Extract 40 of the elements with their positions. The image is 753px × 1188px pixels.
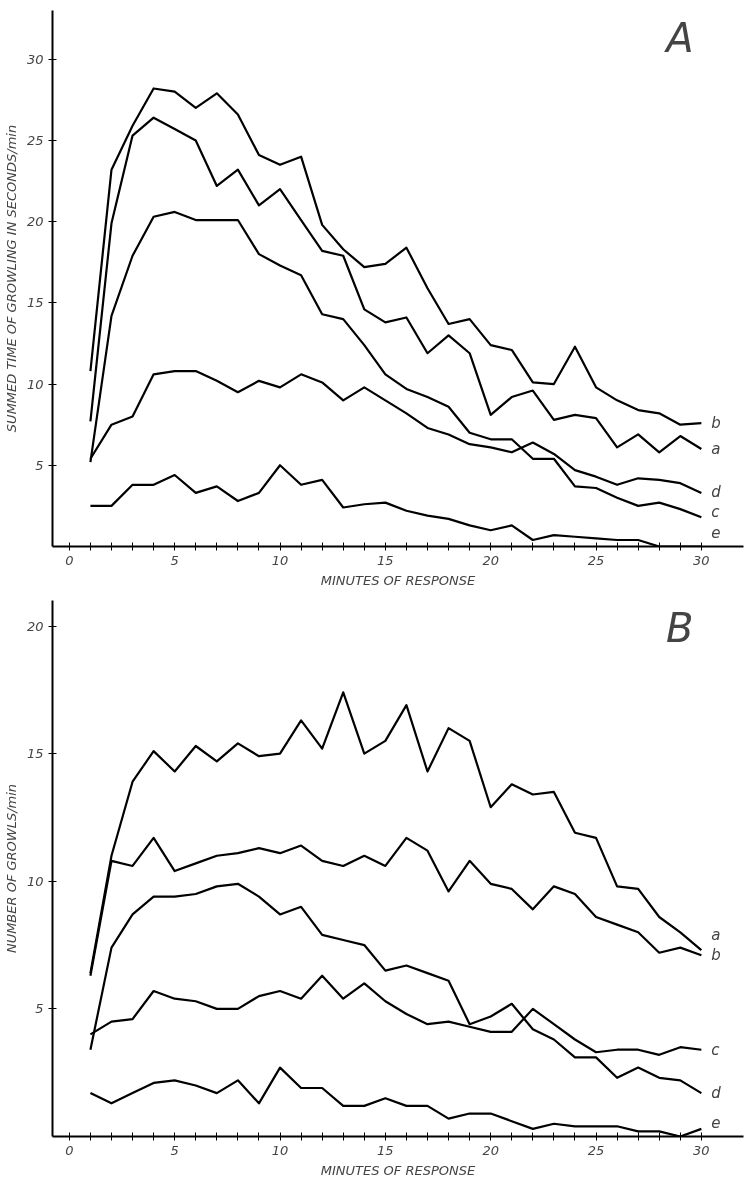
x-tick-label: 30 <box>693 1142 710 1158</box>
x-tick-label: 15 <box>377 552 394 568</box>
series-label: e <box>711 1114 721 1133</box>
series-label: b <box>711 414 721 433</box>
x-tick-label: 25 <box>587 552 605 568</box>
x-tick-label: 20 <box>482 1142 499 1158</box>
x-tick-label: 15 <box>377 1142 394 1158</box>
x-tick-label: 5 <box>170 552 179 568</box>
y-tick-label: 10 <box>26 376 44 392</box>
x-tick-label: 25 <box>587 1142 605 1158</box>
y-tick-label: 30 <box>26 51 44 67</box>
series-label: c <box>711 1040 721 1059</box>
x-tick-label: 5 <box>170 1142 179 1158</box>
x-tick-label: 20 <box>482 552 499 568</box>
x-tick-label: 30 <box>693 552 710 568</box>
chart-title: A <box>663 14 694 61</box>
series-label: a <box>711 926 721 945</box>
x-axis-title: MINUTES OF RESPONSE <box>320 1162 476 1178</box>
y-tick-label: 5 <box>35 1001 44 1017</box>
x-tick-label: 0 <box>65 552 74 568</box>
series-label: d <box>711 482 722 501</box>
x-axis-title: MINUTES OF RESPONSE <box>320 572 476 588</box>
y-tick-label: 5 <box>35 457 44 473</box>
y-tick-label: 10 <box>26 873 44 889</box>
x-tick-label: 10 <box>271 552 289 568</box>
x-tick-label: 0 <box>65 1142 74 1158</box>
series-label: e <box>711 524 721 543</box>
y-tick-label: 25 <box>26 132 44 148</box>
y-axis-title: NUMBER OF GROWLS/min <box>3 783 19 954</box>
y-tick-label: 15 <box>26 746 44 762</box>
chart-title: B <box>666 604 694 651</box>
series-label: d <box>711 1084 722 1103</box>
series-label: c <box>711 503 721 522</box>
y-axis-title: SUMMED TIME OF GROWLING IN SECONDS/min <box>3 124 19 433</box>
x-tick-label: 10 <box>271 1142 289 1158</box>
y-tick-label: 20 <box>26 214 44 230</box>
y-tick-label: 20 <box>26 618 44 634</box>
series-label: a <box>711 440 721 459</box>
series-label: b <box>711 946 721 965</box>
y-tick-label: 15 <box>26 295 44 311</box>
